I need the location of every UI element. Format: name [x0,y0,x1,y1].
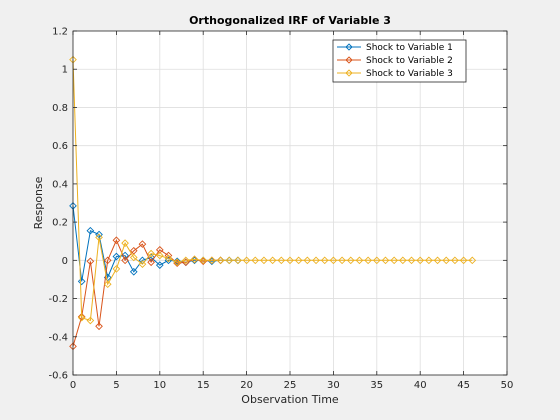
y-tick-label: -0.6 [48,371,68,382]
x-tick-label: 30 [327,380,340,391]
y-tick-label: 0.4 [52,179,68,190]
grid [73,31,507,375]
x-tick-label: 50 [501,380,514,391]
x-tick-label: 10 [153,380,166,391]
data-point-marker [103,256,112,265]
data-point-marker [173,257,181,266]
data-point-marker [234,256,242,265]
x-tick-label: 35 [370,380,383,391]
series-line [72,205,238,282]
data-point-marker [416,256,425,265]
data-point-marker [294,256,303,265]
legend-marker [345,43,353,51]
data-point-marker [95,233,103,242]
x-tick-label: 25 [284,380,297,391]
data-point-marker [286,256,294,265]
data-point-marker [95,322,103,331]
data-point-marker [208,256,216,265]
data-point-marker [190,255,199,264]
x-tick-label: 40 [414,380,427,391]
data-point-marker [390,256,398,265]
y-axis-label: Response [32,176,45,229]
chart-title: Orthogonalized IRF of Variable 3 [189,14,391,27]
data-point-marker [364,256,372,265]
data-point-marker [381,256,390,265]
data-point-marker [338,256,346,265]
x-tick-label: 5 [113,380,119,391]
data-point-marker [86,257,95,266]
data-point-marker [155,251,164,260]
data-point-marker [407,256,416,265]
data-point-marker [121,239,129,247]
data-point-marker [268,256,277,265]
data-point-marker [225,256,234,265]
data-point-marker [77,277,86,286]
data-point-marker [303,256,312,265]
y-tick-label: 0.8 [52,103,68,114]
legend-marker [345,56,353,64]
data-point-marker [216,256,225,265]
y-tick-label: 1.2 [52,27,68,38]
data-point-marker [251,256,260,265]
data-point-marker [346,256,355,265]
data-point-marker [147,249,155,258]
data-point-marker [425,256,433,265]
legend-label: Shock to Variable 2 [366,56,453,66]
data-point-marker [329,256,338,265]
data-point-marker [372,256,381,265]
data-point-marker [86,316,95,325]
series-layer [69,55,477,351]
data-point-marker [399,256,407,265]
data-point-marker [182,256,190,265]
data-point-marker [164,254,173,263]
data-point-marker [451,256,459,265]
data-point-marker [199,256,208,265]
data-point-marker [103,280,112,289]
data-point-marker [442,256,451,265]
x-tick-label: 45 [457,380,470,391]
data-point-marker [77,312,86,321]
data-point-marker [129,267,138,276]
data-point-marker [320,256,329,265]
data-point-marker [155,261,164,269]
data-point-marker [129,253,138,262]
x-tick-label: 0 [70,380,76,391]
data-point-marker [242,256,251,265]
data-point-marker [121,256,129,265]
data-point-marker [173,258,181,267]
legend-label: Shock to Variable 3 [366,69,453,79]
y-tick-label: 0 [62,256,68,267]
data-point-marker [77,313,86,322]
y-tick-label: -0.2 [48,294,68,305]
data-point-marker [468,256,477,265]
data-point-marker [86,226,95,235]
y-tick-label: 1 [62,65,68,76]
data-point-marker [312,256,320,265]
data-point-marker [112,252,121,261]
legend: Shock to Variable 1 Shock to Variable 2 Sh… [332,39,467,83]
y-tick-label: -0.4 [48,332,68,343]
y-tick-label: 0.2 [52,218,68,229]
data-point-marker [138,240,147,248]
data-point-marker [459,256,468,265]
data-point-marker [260,256,268,265]
data-point-marker [112,265,121,273]
legend-label: Shock to Variable 1 [366,43,453,53]
y-tick-label: 0.6 [52,141,68,152]
x-tick-label: 15 [197,380,210,391]
ticks: 0 5 10 15 20 25 30 35 40 45 50 -0.6 -0.4 -0.2 0 0.2 0.4 0… [48,27,513,392]
legend-marker [345,69,353,77]
data-point-marker [277,256,286,265]
x-axis-label: Observation Time [241,393,339,406]
data-point-marker [355,256,364,265]
data-point-marker [433,256,442,265]
data-point-marker [155,245,164,254]
data-point-marker [112,236,121,245]
x-tick-label: 20 [240,380,253,391]
data-point-marker [138,260,147,268]
data-point-marker [147,258,155,267]
